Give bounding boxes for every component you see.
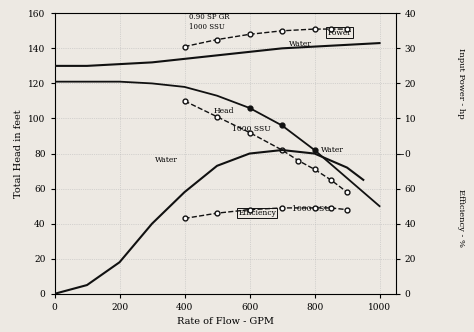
Y-axis label: Total Head in feet: Total Head in feet: [14, 109, 23, 198]
Text: Efficiency - %: Efficiency - %: [457, 189, 465, 247]
X-axis label: Rate of Flow - GPM: Rate of Flow - GPM: [177, 317, 273, 326]
Text: Head: Head: [214, 107, 234, 115]
Text: 1000 SSU: 1000 SSU: [232, 124, 270, 132]
Text: Power: Power: [328, 29, 351, 37]
Text: 1000 SSU: 1000 SSU: [292, 205, 330, 213]
Text: Water: Water: [155, 156, 178, 164]
Text: 0.90 SP GR
1000 SSU: 0.90 SP GR 1000 SSU: [190, 13, 230, 31]
Text: Efficiency: Efficiency: [238, 209, 276, 217]
Text: Water: Water: [289, 41, 311, 48]
Text: Input Power - hp: Input Power - hp: [457, 48, 465, 119]
Text: Water: Water: [321, 145, 344, 153]
